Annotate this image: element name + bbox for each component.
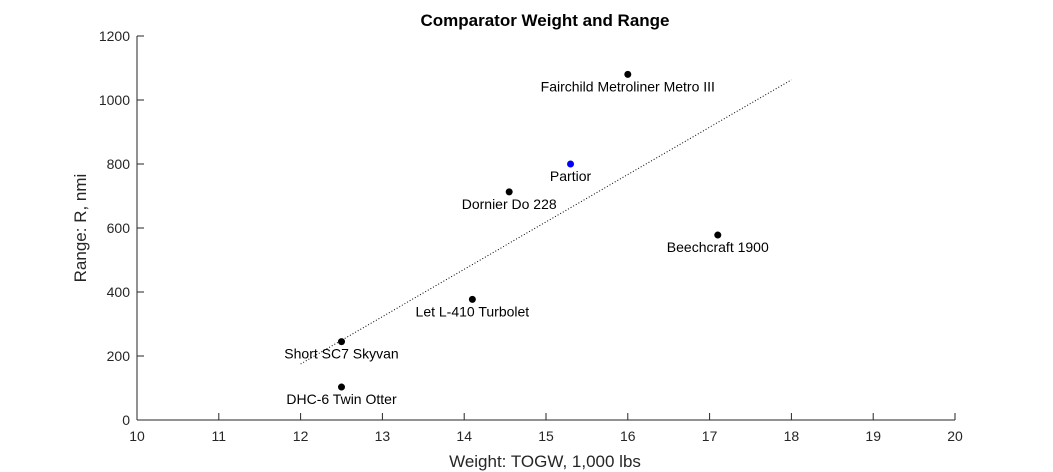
point-label: Beechcraft 1900 (667, 239, 769, 255)
x-tick-label: 18 (784, 428, 800, 444)
y-tick-label: 400 (107, 284, 131, 300)
x-ticks: 10 11 12 13 14 15 16 17 18 19 20 (129, 413, 963, 444)
point-label: Partior (550, 168, 592, 184)
point-label: Dornier Do 228 (462, 196, 557, 212)
x-axis-label: Weight: TOGW, 1,000 lbs (449, 452, 641, 471)
data-point (624, 70, 632, 78)
point-label: Short SC7 Skyvan (284, 346, 398, 362)
x-tick-label: 13 (375, 428, 391, 444)
x-tick-label: 11 (212, 428, 227, 444)
data-point (567, 160, 575, 168)
y-tick-label: 1000 (99, 92, 130, 108)
data-points: Fairchild Metroliner Metro III Partior Dor… (284, 70, 769, 407)
data-point (505, 188, 513, 196)
y-tick-label: 800 (107, 156, 131, 172)
x-tick-label: 14 (456, 428, 472, 444)
data-point (338, 383, 345, 391)
x-tick-label: 10 (129, 428, 145, 444)
y-axis-label: Range: R, nmi (71, 174, 90, 283)
trendline (300, 79, 792, 365)
trendline-group (300, 79, 792, 365)
data-point (468, 295, 476, 303)
x-tick-label: 20 (947, 428, 963, 444)
chart-title: Comparator Weight and Range (420, 11, 669, 30)
point-label: DHC-6 Twin Otter (286, 391, 397, 407)
x-tick-label: 12 (293, 428, 309, 444)
y-tick-label: 600 (107, 220, 131, 236)
x-tick-label: 15 (538, 428, 554, 444)
x-tick-label: 19 (865, 428, 881, 444)
y-tick-label: 200 (107, 348, 131, 364)
point-label: Let L-410 Turbolet (416, 303, 530, 319)
x-tick-label: 16 (620, 428, 636, 444)
x-tick-label: 17 (702, 428, 718, 444)
data-point (714, 231, 722, 239)
y-ticks: 0 200 400 600 800 1000 1200 (99, 28, 144, 428)
data-point (338, 338, 345, 346)
y-tick-label: 0 (122, 412, 130, 428)
y-tick-label: 1200 (99, 28, 130, 44)
point-label: Fairchild Metroliner Metro III (541, 78, 715, 94)
